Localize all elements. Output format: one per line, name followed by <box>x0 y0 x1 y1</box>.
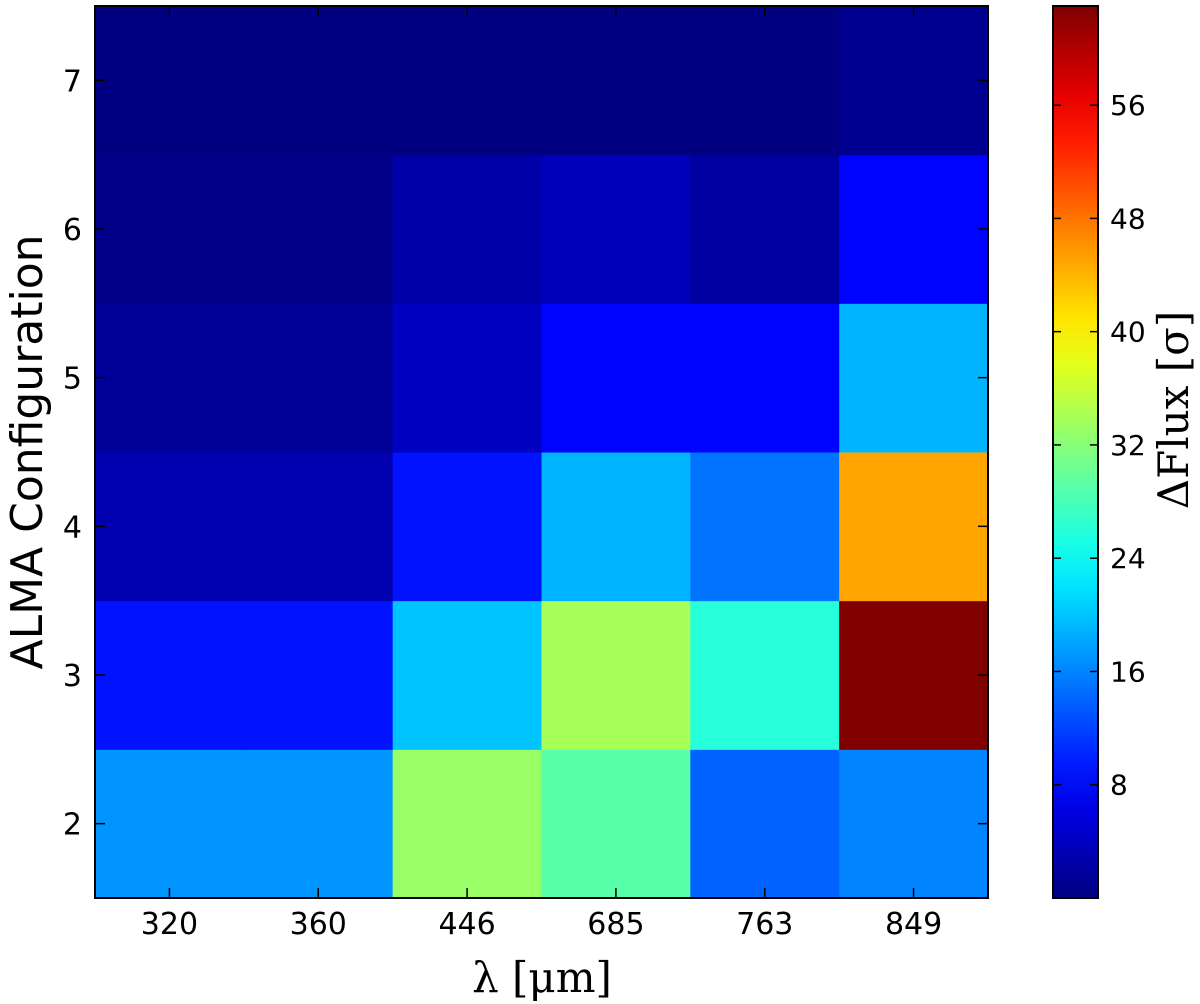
heatmap-cell <box>839 303 989 453</box>
heatmap-cell <box>95 303 245 453</box>
heatmap-cell <box>541 6 691 156</box>
heatmap-cell <box>541 154 691 304</box>
heatmap-cell <box>95 600 245 750</box>
colorbar-tick-label: 48 <box>1110 202 1146 235</box>
y-tick-label: 4 <box>63 510 82 545</box>
heatmap-cell <box>690 303 840 453</box>
y-tick-label: 7 <box>63 64 82 99</box>
heatmap-cell <box>541 600 691 750</box>
x-tick-label: 320 <box>141 907 198 942</box>
y-tick-label: 5 <box>63 362 82 397</box>
heatmap-cell <box>839 154 989 304</box>
plot-frame <box>94 5 989 899</box>
heatmap-cell <box>392 154 542 304</box>
heatmap-cell <box>690 452 840 602</box>
colorbar-tick-label: 24 <box>1110 542 1146 575</box>
heatmap-cell <box>690 600 840 750</box>
heatmap-cell <box>839 600 989 750</box>
heatmap-cell <box>243 6 394 156</box>
heatmap-cell <box>541 749 691 899</box>
heatmap-cells <box>95 6 989 899</box>
colorbar-tick-label: 8 <box>1110 769 1128 802</box>
heatmap-cell <box>243 749 394 899</box>
heatmap-cell <box>839 452 989 602</box>
heatmap-cell <box>243 452 394 602</box>
heatmap-cell <box>95 154 245 304</box>
heatmap-cell <box>541 452 691 602</box>
heatmap-cell <box>839 749 989 899</box>
heatmap-cell <box>95 749 245 899</box>
heatmap-cell <box>392 303 542 453</box>
heatmap-cell <box>243 154 394 304</box>
y-tick-label: 3 <box>63 659 82 694</box>
heatmap-cell <box>95 6 245 156</box>
heatmap-cell <box>690 749 840 899</box>
colorbar-tick-label: 56 <box>1110 89 1146 122</box>
heatmap-cell <box>541 303 691 453</box>
heatmap-cell <box>243 600 394 750</box>
heatmap-cell <box>690 6 840 156</box>
colorbar-gradient <box>1052 5 1099 899</box>
colorbar-tick-label: 16 <box>1110 655 1146 688</box>
x-axis-label: λ [μm] <box>472 953 612 1002</box>
colorbar: 8 16 24 32 40 48 56 <box>1052 5 1146 899</box>
y-axis-label: ALMA Configuration <box>2 234 53 669</box>
x-tick-label: 763 <box>736 907 793 942</box>
heatmap-cell <box>392 600 542 750</box>
heatmap-cell <box>839 6 989 156</box>
heatmap-cell <box>392 6 542 156</box>
heatmap-cell <box>392 749 542 899</box>
x-tick-label: 849 <box>885 907 942 942</box>
heatmap-cell <box>95 452 245 602</box>
colorbar-label: ΔFlux [σ] <box>1149 311 1198 509</box>
heatmap-cell <box>690 154 840 304</box>
heatmap-cell <box>243 303 394 453</box>
y-tick-label: 2 <box>63 808 82 843</box>
y-tick-label: 6 <box>63 213 82 248</box>
colorbar-tick-label: 32 <box>1110 429 1146 462</box>
colorbar-tick-label: 40 <box>1110 316 1146 349</box>
x-tick-label: 360 <box>290 907 347 942</box>
x-tick-label: 446 <box>438 907 495 942</box>
axes: 320 360 446 685 763 849 2 3 4 5 6 7 <box>63 5 989 942</box>
heatmap-cell <box>392 452 542 602</box>
x-tick-label: 685 <box>587 907 644 942</box>
